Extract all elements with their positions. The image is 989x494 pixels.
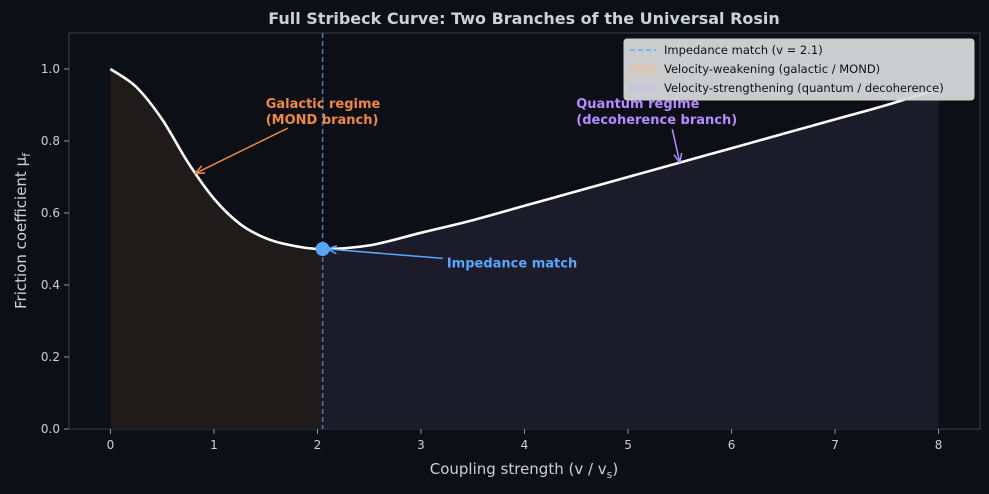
annotation-quantum: Quantum regime (decoherence branch) [576, 97, 737, 128]
impedance-match-point [315, 242, 330, 256]
x-tick-label: 2 [314, 438, 322, 452]
x-tick-label: 8 [935, 438, 943, 452]
x-tick-label: 7 [831, 438, 839, 452]
legend-strengthening-label: Velocity-strengthening (quantum / decohe… [664, 81, 944, 95]
x-tick-label: 4 [521, 438, 529, 452]
annotation-galactic: Galactic regime (MOND branch) [266, 97, 381, 128]
legend-impedance-label: Impedance match (v = 2.1) [664, 43, 823, 57]
x-axis-label: Coupling strength (v / vs) [430, 460, 619, 481]
annotation-arrow-galactic [195, 127, 289, 173]
y-tick-label: 0.4 [41, 278, 60, 292]
y-tick-label: 0.8 [41, 134, 60, 148]
region-velocity-strengthening [322, 88, 939, 430]
legend: Impedance match (v = 2.1) Velocity-weake… [623, 38, 975, 101]
region-velocity-weakening [110, 69, 323, 429]
x-tick-label: 1 [210, 438, 218, 452]
x-tick-label: 5 [624, 438, 632, 452]
x-tick-label: 6 [728, 438, 736, 452]
annotation-arrow-impedance [328, 249, 443, 260]
x-tick-label: 0 [107, 438, 115, 452]
legend-strengthening-swatch [630, 83, 656, 93]
annotation-arrow-quantum [671, 129, 680, 162]
annotation-impedance: Impedance match [447, 256, 577, 271]
legend-weakening-label: Velocity-weakening (galactic / MOND) [664, 62, 880, 76]
y-axis-label: Friction coefficient μf [12, 152, 33, 309]
legend-box [623, 38, 975, 101]
y-tick-label: 0.6 [41, 206, 60, 220]
y-tick-label: 0.0 [41, 422, 60, 436]
legend-weakening-swatch [630, 64, 656, 74]
x-tick-label: 3 [417, 438, 425, 452]
y-tick-label: 0.2 [41, 350, 60, 364]
y-tick-label: 1.0 [41, 62, 60, 76]
chart-title: Full Stribeck Curve: Two Branches of the… [268, 9, 780, 28]
